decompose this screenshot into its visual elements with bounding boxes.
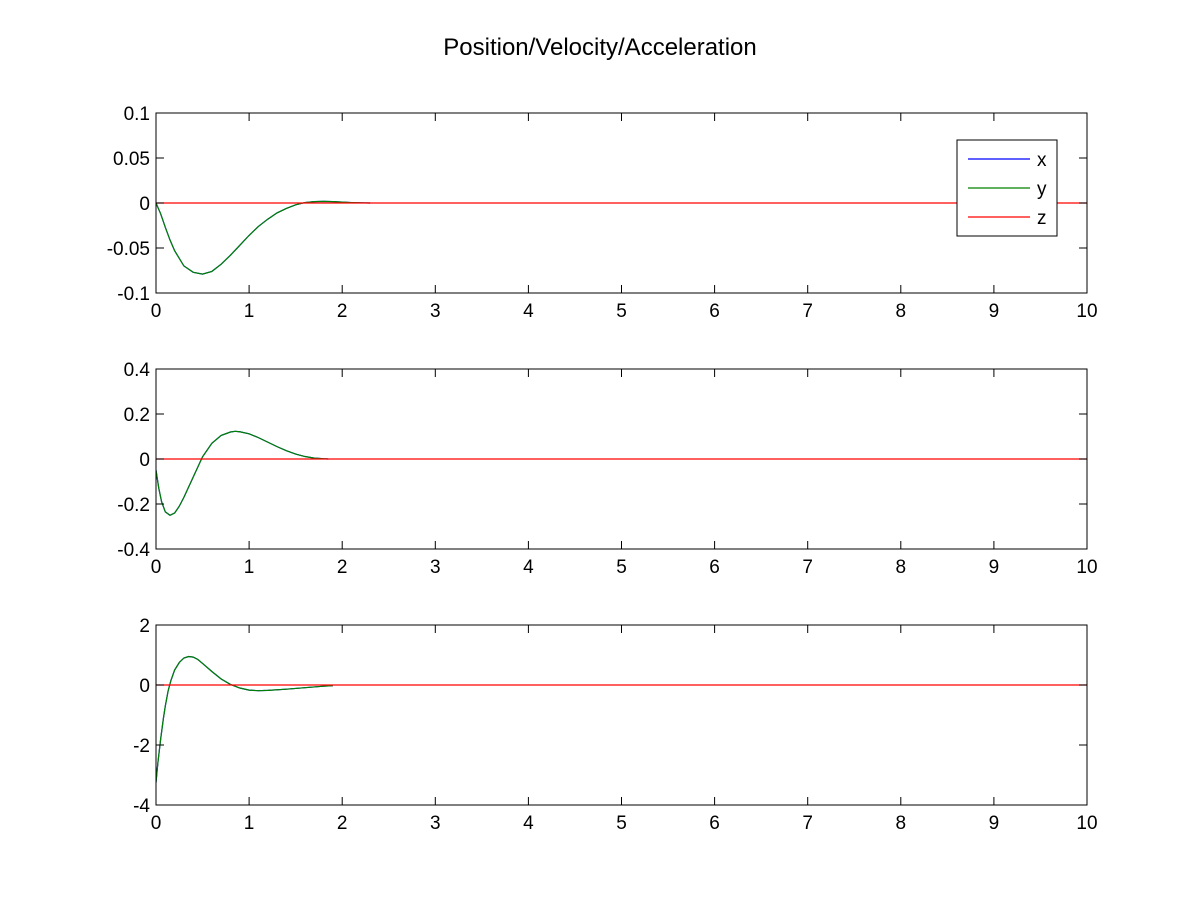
x-tick-label: 0 [151,301,162,322]
x-tick-label: 2 [337,301,348,322]
x-tick-label: 4 [523,301,534,322]
y-tick-label: 0 [139,194,150,215]
subplot-3: 0 1 2 3 4 5 6 7 8 9 10 -4 -2 0 2 [133,616,1097,834]
y-tick-label: 2 [139,616,150,637]
x-tick-label: 5 [616,813,627,834]
y-tick-label: -4 [133,796,150,817]
x-tick-label: 9 [989,813,1000,834]
x-tick-label: 7 [802,813,813,834]
x-tick-label: 9 [989,557,1000,578]
y-tick-label: -0.4 [117,540,150,561]
series-line-y [156,430,329,516]
x-tick-label: 3 [430,813,441,834]
legend-label-z: z [1037,208,1047,229]
x-tick-label: 2 [337,557,348,578]
x-tick-label: 9 [989,301,1000,322]
figure-title: Position/Velocity/Acceleration [443,34,757,61]
x-tick-label: 3 [430,557,441,578]
x-tick-label: 4 [523,557,534,578]
x-tick-label: 0 [151,557,162,578]
series-line-y [156,200,371,275]
x-tick-label: 5 [616,301,627,322]
x-tick-label: 6 [709,813,720,834]
series-group [156,655,1087,783]
subplot-2: 0 1 2 3 4 5 6 7 8 9 10 -0.4 -0.2 0 0.2 0.4 [117,360,1097,578]
x-tick-label: 8 [896,301,907,322]
y-tick-label: 0.2 [124,405,150,426]
subplot-1: 0 1 2 3 4 5 6 7 8 9 10 -0.1 -0.05 0 0.05 0.1 xyz [107,104,1098,322]
y-tick-label: 0 [139,450,150,471]
y-tick-label: -0.2 [117,495,150,516]
series-group [156,200,1087,275]
x-tick-label: 3 [430,301,441,322]
series-group [156,430,1087,516]
y-tick-label: 0.4 [124,360,151,381]
y-tick-label: 0.1 [124,104,150,125]
y-tick-label: -0.1 [117,284,150,305]
legend-label-x: x [1037,150,1047,171]
x-tick-label: 10 [1076,813,1097,834]
x-tick-label: 8 [896,557,907,578]
x-tick-label: 6 [709,557,720,578]
y-tick-label: -0.05 [107,239,150,260]
x-tick-label: 1 [244,301,255,322]
x-tick-label: 1 [244,557,255,578]
x-tick-label: 10 [1076,301,1097,322]
y-tick-label: 0.05 [113,149,150,170]
x-tick-label: 4 [523,813,534,834]
legend: xyz [956,139,1058,237]
legend-label-y: y [1037,179,1047,200]
x-tick-label: 7 [802,557,813,578]
x-tick-label: 1 [244,813,255,834]
x-tick-label: 6 [709,301,720,322]
series-line-y [156,655,333,783]
x-tick-label: 0 [151,813,162,834]
y-tick-label: 0 [139,676,150,697]
x-tick-label: 7 [802,301,813,322]
y-tick-label: -2 [133,736,150,757]
x-tick-label: 5 [616,557,627,578]
x-tick-label: 2 [337,813,348,834]
x-tick-label: 8 [896,813,907,834]
x-tick-label: 10 [1076,557,1097,578]
